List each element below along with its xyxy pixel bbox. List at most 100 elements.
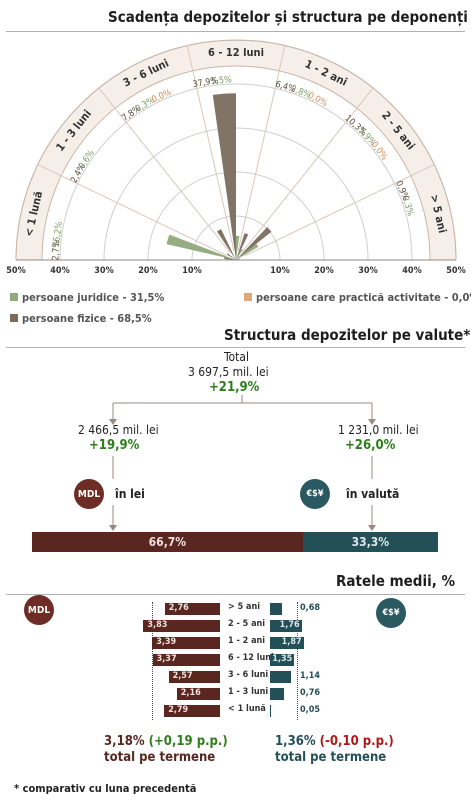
rates-category-label: < 1 lună	[228, 704, 266, 714]
wedge-1-1	[226, 253, 236, 260]
wedge-0-5	[236, 243, 259, 260]
legend-activitate: persoane care practică activitate - 0,0%	[244, 291, 471, 304]
lei-total-label: total pe termene	[104, 750, 216, 765]
rates-category-label: 1 - 3 luni	[228, 687, 269, 697]
rates-bar-lei-label: 2,76	[168, 603, 189, 613]
rates-bar-lei-label: 2,79	[168, 705, 189, 715]
wedge-1-4	[236, 233, 249, 260]
mdl-badge-icon: MDL	[74, 479, 104, 509]
wedge-0-2	[235, 258, 236, 260]
rates-bar-val-label: 0,05	[300, 705, 320, 715]
sector-divider	[241, 87, 374, 253]
sector-divider	[186, 45, 235, 251]
lei-total-line: 3,18% (+0,19 p.p.)	[104, 734, 228, 749]
val-total-line: 1,36% (-0,10 p.p.)	[275, 734, 394, 749]
val-total-rate: 1,36%	[275, 734, 316, 749]
wedge-1-0	[224, 257, 236, 260]
legend-swatch-activitate	[244, 293, 252, 301]
legend-swatch-juridice	[10, 293, 18, 301]
rates-bar-val	[270, 603, 283, 615]
value-label-activitate: 0,0%	[306, 91, 329, 109]
wedge-1-6	[236, 258, 240, 260]
legend-juridice: persoane juridice - 31,5%	[10, 291, 164, 304]
maturity-chart-title: Scadența depozitelor și structura pe dep…	[108, 8, 468, 26]
sector-divider	[98, 87, 231, 253]
value-label-fizice: 37,9%	[192, 76, 219, 90]
value-label-juridice: 16,2%	[52, 221, 66, 248]
rates-dotted-right	[297, 602, 298, 720]
rates-bar-lei-label: 3,83	[147, 620, 168, 630]
lei-total-rate: 3,18%	[104, 734, 145, 749]
tree-connectors	[109, 395, 376, 531]
lei-label: în lei	[115, 487, 145, 501]
rates-bar-lei-label: 2,16	[180, 688, 201, 698]
value-label-activitate: 0,0%	[369, 140, 390, 163]
legend-label-fizice: persoane fizice - 68,5%	[22, 312, 152, 325]
share-bar: 66,7% 33,3%	[32, 532, 438, 552]
share-bar-valuta: 33,3%	[302, 532, 438, 552]
currency-badge-icon: €$¥	[300, 479, 330, 509]
val-total-label: total pe termene	[275, 750, 387, 765]
total-label: Total	[224, 350, 250, 364]
valuta-label: în valută	[346, 487, 400, 501]
rates-bar-val	[270, 671, 291, 683]
axis-tick-left: 30%	[94, 266, 113, 276]
title-rule-2	[6, 347, 465, 348]
rates-bar-val-label: 1,87	[281, 637, 302, 647]
footnote: * comparativ cu luna precedentă	[14, 782, 197, 795]
rates-bar-lei	[143, 620, 220, 632]
axis-tick-right: 40%	[402, 266, 421, 276]
rates-bar-val	[270, 637, 304, 649]
mdl-badge-icon-rates: MDL	[24, 595, 54, 625]
wedge-1-3	[212, 93, 236, 260]
value-label-fizice: 6,4%	[274, 80, 297, 95]
share-bar-lei: 66,7%	[32, 532, 303, 552]
rates-bar-lei	[168, 671, 220, 683]
lei-total-delta: (+0,19 p.p.)	[148, 734, 228, 749]
rates-bar-val-label: 0,76	[300, 688, 320, 698]
rates-bar-val-label: 0,68	[300, 603, 320, 613]
wedge-0-1	[233, 258, 236, 260]
axis-tick-right: 10%	[270, 266, 289, 276]
rates-category-label: 2 - 5 ani	[228, 619, 266, 629]
val-total-delta: (-0,10 p.p.)	[319, 734, 394, 749]
rates-bar-lei-label: 2,57	[172, 671, 193, 681]
rates-bar-val-label: 1,14	[300, 671, 320, 681]
rates-bar-lei-label: 3,37	[156, 654, 177, 664]
axis-tick-right: 30%	[358, 266, 377, 276]
rates-bar-val-label: 1,35	[272, 654, 293, 664]
rates-category-label: 1 - 2 ani	[228, 636, 266, 646]
value-label-fizice: 2,7%	[51, 240, 62, 261]
legend-fizice: persoane fizice - 68,5%	[10, 312, 152, 325]
legend-label-activitate: persoane care practică activitate - 0,0%	[256, 291, 471, 304]
rates-category-label: 3 - 6 luni	[228, 670, 269, 680]
currency-badge-icon-rates: €$¥	[376, 598, 406, 628]
title-rule-3	[6, 594, 465, 595]
rates-bar-lei	[176, 688, 220, 700]
wedge-1-5	[236, 227, 272, 260]
rates-bar-val	[270, 620, 302, 632]
axis-tick-left: 50%	[6, 266, 25, 276]
value-label-fizice: 0,9%	[393, 180, 410, 203]
rates-bar-lei	[152, 654, 220, 666]
wedge-0-4	[236, 248, 243, 260]
rates-bar-lei	[164, 705, 220, 717]
sector-divider	[37, 164, 228, 257]
share-valuta-label: 33,3%	[351, 535, 390, 549]
axis-tick-left: 10%	[182, 266, 201, 276]
currency-structure-title: Structura depozitelor pe valute*	[224, 326, 471, 344]
rates-bar-lei	[164, 603, 220, 615]
total-change: +21,9%	[209, 380, 260, 395]
value-label-juridice: 5,5%	[211, 75, 233, 87]
grid-arc-outer	[15, 39, 457, 261]
rates-bar-lei	[152, 637, 220, 649]
valuta-value: 1 231,0 mil. lei	[338, 423, 419, 437]
legend-swatch-fizice	[10, 314, 18, 322]
grid-arc	[59, 83, 413, 261]
rates-bar-lei-label: 3,39	[156, 637, 177, 647]
rates-category-label: 6 - 12 luni	[228, 653, 274, 663]
sector-divider	[237, 45, 286, 251]
rates-bar-val	[270, 688, 284, 700]
rates-bar-val-label: 1,76	[279, 620, 300, 630]
